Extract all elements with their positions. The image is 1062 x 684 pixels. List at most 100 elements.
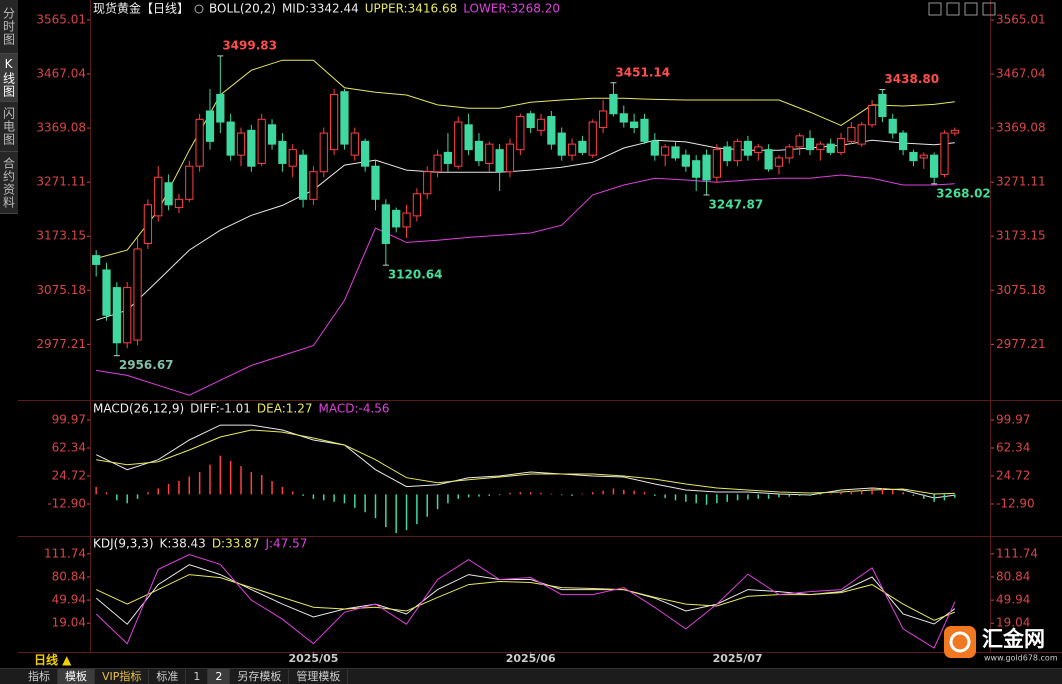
candle-body — [598, 110, 608, 129]
y-tick-label: 62.34 — [996, 441, 1030, 455]
candle-body — [785, 146, 794, 159]
toolbar-item[interactable]: 另存模板 — [230, 669, 290, 684]
indicator-line — [95, 574, 955, 621]
candle-body — [805, 138, 815, 151]
y-tick-label: 2977.21 — [36, 337, 86, 351]
candle-body — [764, 149, 773, 170]
toolbar-item[interactable]: 指标 — [0, 669, 58, 684]
candle-body — [940, 132, 949, 175]
logo-url: www.gold678.com — [984, 654, 1058, 663]
candle-body — [298, 154, 308, 200]
y-tick-label: 3271.11 — [36, 175, 86, 189]
extreme-label: 3499.83 — [222, 38, 277, 52]
layout-button[interactable] — [964, 2, 978, 16]
toolbar-item[interactable]: 标准 — [149, 669, 187, 684]
legend-text: K:38.43 — [160, 537, 206, 551]
candle-body — [754, 146, 763, 153]
y-tick-label: -12.90 — [47, 496, 86, 510]
candle-body — [340, 91, 349, 145]
candle-body — [857, 124, 866, 145]
candle-body — [930, 154, 939, 178]
legend-text: KDJ(9,3,3) — [93, 537, 154, 551]
tab-kline[interactable]: K线图 — [0, 54, 18, 102]
candle-body — [547, 116, 556, 145]
candle-body — [909, 151, 918, 162]
candle-body — [516, 116, 525, 151]
indicator-line — [96, 174, 955, 396]
candle-body — [267, 124, 277, 145]
candle-body — [216, 93, 225, 123]
y-tick-label: 2977.21 — [996, 337, 1046, 351]
toolbar-item[interactable]: 管理模板 — [289, 669, 349, 684]
y-tick-label: 3075.18 — [996, 283, 1046, 297]
candle-body — [630, 121, 639, 129]
tab-flash[interactable]: 闪电图 — [0, 102, 18, 152]
legend-text: J:47.57 — [264, 537, 307, 551]
candle-body — [195, 118, 204, 167]
period-selector[interactable]: 日线 ▲ — [34, 653, 72, 667]
logo-name: 汇金网 — [982, 627, 1045, 651]
legend-text: D:33.87 — [212, 537, 260, 551]
window-buttons — [928, 2, 996, 16]
zoom-button[interactable] — [946, 2, 960, 16]
candle-body — [950, 129, 959, 134]
y-tick-label: 3369.08 — [36, 121, 86, 135]
y-tick-label: 3271.11 — [996, 175, 1046, 189]
candle-body — [650, 140, 659, 156]
candle-body — [423, 171, 432, 195]
toolbar: 指标 模板 VIP指标 标准 1 2 另存模板 管理模板 — [0, 668, 1062, 684]
candle-body — [319, 132, 328, 173]
logo-icon-mark — [949, 631, 971, 653]
toolbar-item[interactable]: 模板 — [58, 669, 95, 684]
toolbar-item[interactable]: 2 — [208, 669, 231, 684]
y-tick-label: 111.74 — [44, 546, 86, 560]
candle-body — [278, 140, 287, 164]
tab-contract[interactable]: 合约资料 — [0, 152, 18, 214]
y-tick-label: 80.84 — [52, 569, 86, 583]
y-tick-label: 19.04 — [996, 616, 1030, 630]
candle-body — [102, 269, 111, 316]
candle-body — [174, 198, 184, 209]
indicator-line — [96, 429, 955, 495]
candle-body — [505, 143, 515, 173]
candle-body — [609, 93, 618, 115]
y-tick-label: 111.74 — [996, 546, 1038, 560]
y-tick-label: 3173.15 — [36, 229, 86, 243]
toolbar-item[interactable]: 1 — [186, 669, 209, 684]
zoom-button[interactable] — [928, 2, 942, 16]
y-tick-label: 3565.01 — [996, 12, 1046, 26]
candle-body — [154, 176, 163, 217]
y-tick-label: 80.84 — [996, 569, 1030, 583]
candle-body — [464, 124, 473, 151]
panel: 99.97 99.97 62.34 62.34 24.72 24.72 -12.90 -12.… — [47, 402, 1035, 534]
frame — [18, 0, 1062, 653]
candle-body — [205, 110, 215, 142]
y-tick-label: 3565.01 — [36, 12, 86, 26]
candle-body — [412, 193, 421, 217]
candle-body — [329, 93, 339, 151]
toolbar-item[interactable]: VIP指标 — [95, 669, 150, 684]
candle-body — [247, 129, 256, 167]
candle-body — [309, 171, 318, 200]
candle-body — [567, 143, 577, 156]
extreme-label: 3120.64 — [388, 268, 443, 282]
y-tick-label: 49.94 — [52, 593, 86, 607]
y-tick-label: 3467.04 — [996, 67, 1046, 81]
candle-body — [878, 93, 887, 118]
close-button[interactable] — [982, 2, 996, 16]
candle-body — [774, 157, 784, 167]
candle-body — [557, 132, 566, 156]
candle-body — [733, 140, 742, 162]
legend-text: LOWER:3268.20 — [463, 2, 560, 16]
y-tick-label: 99.97 — [52, 413, 86, 427]
candle-body — [92, 255, 101, 265]
candle-body — [578, 140, 587, 153]
x-tick-label: 2025/07 — [713, 652, 763, 665]
candle-body — [123, 287, 132, 344]
candle-body — [164, 182, 173, 206]
candle-body — [474, 140, 484, 162]
candle-body — [350, 132, 359, 156]
tab-timeshare[interactable]: 分时图 — [0, 0, 18, 54]
